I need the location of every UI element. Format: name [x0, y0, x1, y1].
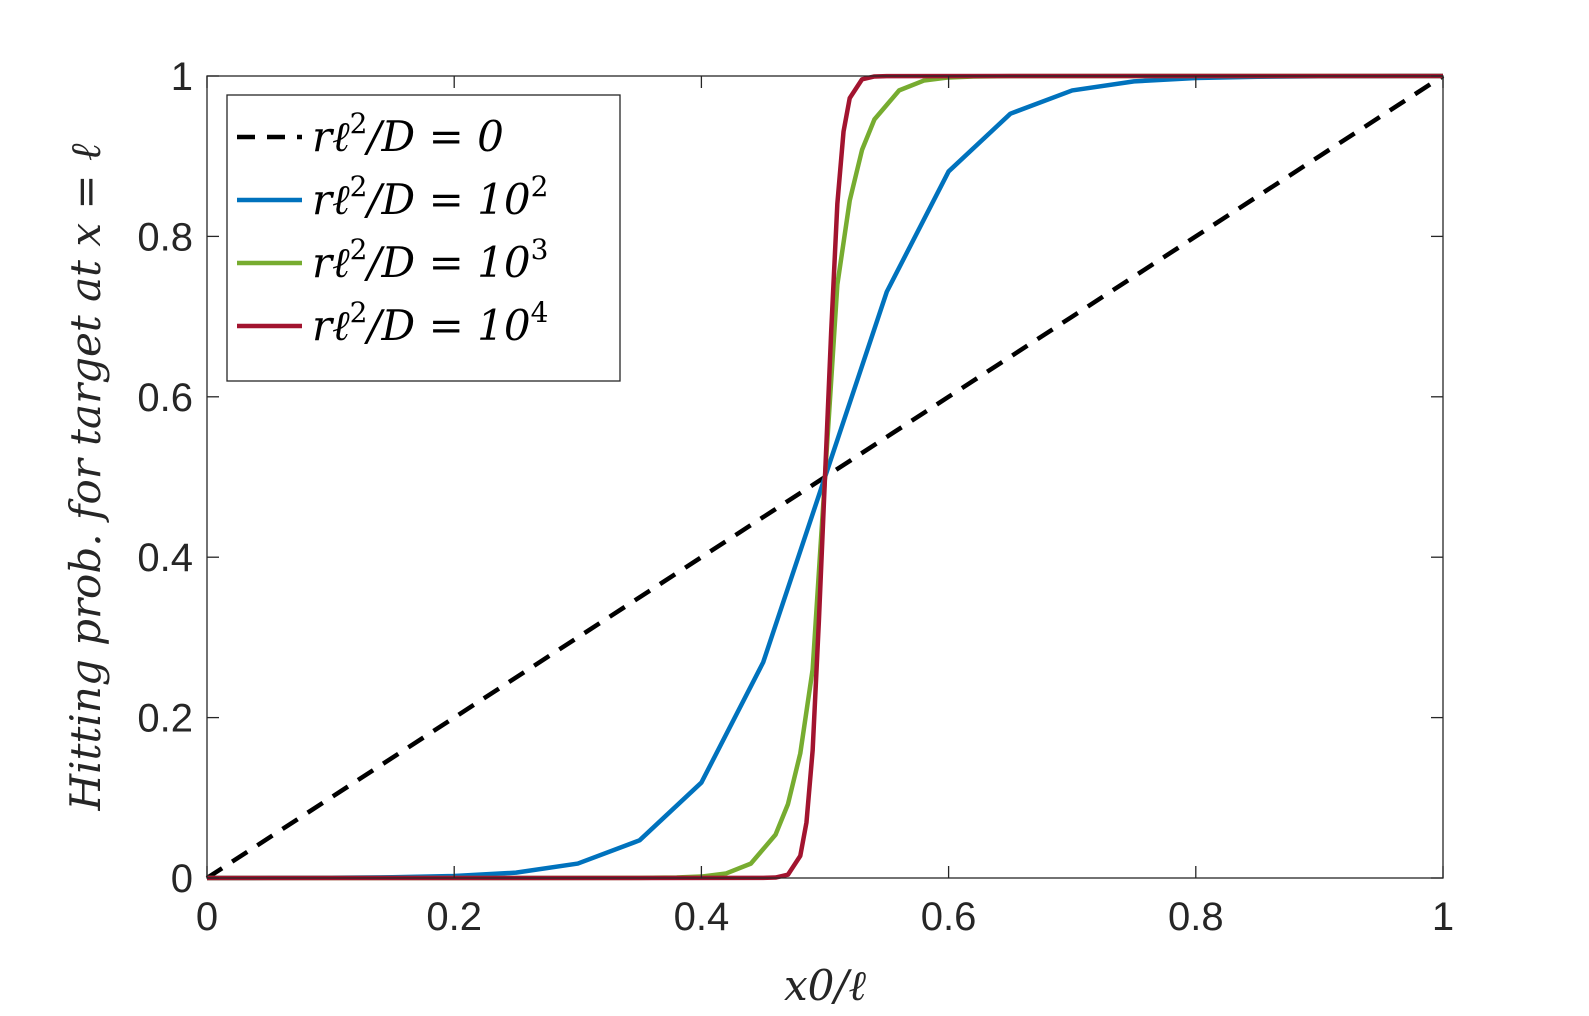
legend: rℓ2/D = 0 rℓ2/D = 102 rℓ2/D = 103 rℓ2/D = 1…	[226, 94, 621, 382]
y-tick-label: 1	[171, 55, 193, 99]
series-layer	[205, 73, 1445, 881]
x-tick-label: 0.8	[1168, 895, 1224, 939]
y-tick-label: 0.6	[137, 376, 193, 420]
y-tick-label: 0.4	[137, 536, 193, 580]
axes-box	[206, 75, 1444, 879]
y-tick-label: 0.2	[137, 697, 193, 741]
series-line-3	[206, 73, 1444, 881]
x-tick-label: 0	[196, 895, 218, 939]
axes-layer: 0 0.2 0.4 0.6 0.8 1 0 0.2 0.4 0.6 0.8 1	[137, 55, 1454, 939]
x-tick-label: 0.2	[426, 895, 482, 939]
legend-label-3: rℓ2/D = 104	[312, 296, 548, 350]
legend-box	[226, 94, 621, 382]
legend-label-0: rℓ2/D = 0	[312, 107, 504, 161]
legend-label-2: rℓ2/D = 103	[312, 233, 548, 287]
y-axis-label: Hitting prob. for target at x = ℓ	[61, 143, 110, 811]
x-tick-label: 1	[1432, 895, 1454, 939]
y-tick-label: 0.8	[137, 215, 193, 259]
x-axis-label: x0/ℓ	[784, 961, 867, 1010]
x-tick-label: 0.4	[674, 895, 730, 939]
x-tick-label: 0.6	[921, 895, 977, 939]
y-tick-label: 0	[171, 857, 193, 901]
legend-label-1: rℓ2/D = 102	[312, 170, 548, 224]
